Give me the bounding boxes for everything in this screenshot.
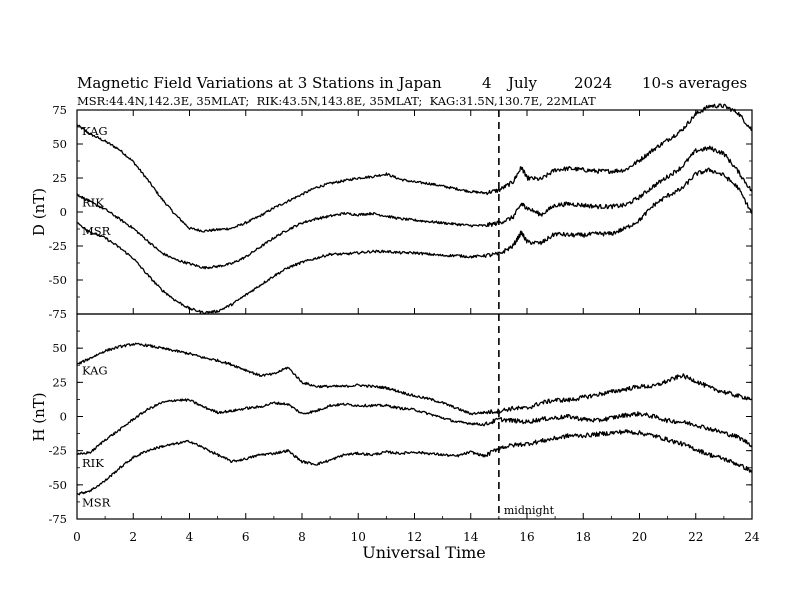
- d-ytick-label: 25: [52, 171, 67, 185]
- date-year: 2024: [574, 74, 612, 92]
- h-series-rik-line: [76, 398, 753, 456]
- date-day: 4: [482, 74, 492, 92]
- xtick-label: 10: [351, 530, 366, 544]
- h-series-label-msr: MSR: [82, 495, 111, 509]
- h-ytick-label: -75: [48, 512, 67, 526]
- xtick-label: 24: [744, 530, 760, 544]
- d-ytick-label: -75: [48, 307, 67, 321]
- xtick-label: 14: [463, 530, 479, 544]
- x-axis: 0 2 4 6 8 10 12 14 16 18 20 22 24: [73, 110, 760, 544]
- d-series-labels: KAG RIK MSR: [82, 124, 111, 238]
- xtick-label: 4: [186, 530, 194, 544]
- d-series-label-kag: KAG: [82, 124, 108, 138]
- d-ytick-label: 0: [60, 205, 67, 219]
- h-panel: 50 25 0 -25 -50 -75 KAG RIK MSR H (nT): [30, 313, 753, 526]
- xtick-label: 20: [632, 530, 647, 544]
- h-ytick-label: -50: [48, 478, 67, 492]
- h-series-label-rik: RIK: [82, 456, 104, 470]
- d-ytick-label: 75: [52, 103, 67, 117]
- d-panel-frame: [76, 109, 753, 315]
- xtick-label: 0: [73, 530, 81, 544]
- d-series-label-rik: RIK: [82, 195, 104, 209]
- xtick-label: 6: [242, 530, 250, 544]
- h-ytick-label: 0: [60, 410, 67, 424]
- h-series-group: [76, 342, 753, 496]
- d-series-group: [76, 103, 753, 315]
- x-axis-label: Universal Time: [362, 543, 485, 562]
- h-ytick-label: 25: [52, 375, 67, 389]
- xtick-label: 8: [298, 530, 306, 544]
- d-y-axis: 75 50 25 0 -25 -50 -75: [48, 103, 752, 321]
- xtick-label: 18: [576, 530, 591, 544]
- h-ytick-label: -25: [48, 444, 67, 458]
- d-ytick-label: 50: [52, 137, 67, 151]
- h-ytick-label: 50: [52, 341, 67, 355]
- d-y-axis-label: D (nT): [30, 188, 48, 236]
- xtick-label: 22: [688, 530, 703, 544]
- xtick-label: 2: [129, 530, 137, 544]
- d-panel: 75 50 25 0 -25 -50 -75 KAG RIK MSR D (nT): [30, 103, 753, 321]
- stations-info: MSR:44.4N,142.3E, 35MLAT; RIK:43.5N,143.…: [77, 94, 596, 108]
- d-series-label-msr: MSR: [82, 224, 111, 238]
- h-series-labels: KAG RIK MSR: [82, 364, 111, 510]
- h-y-axis: 50 25 0 -25 -50 -75: [48, 313, 752, 526]
- date-month: July: [506, 74, 537, 92]
- h-series-label-kag: KAG: [82, 364, 108, 378]
- h-series-kag-line: [76, 342, 753, 416]
- d-series-kag-line: [76, 103, 753, 233]
- h-y-axis-label: H (nT): [30, 392, 48, 441]
- averaging-label: 10-s averages: [642, 74, 747, 92]
- midnight-label: midnight: [504, 504, 555, 517]
- xtick-label: 12: [407, 530, 422, 544]
- h-series-msr-line: [76, 429, 753, 496]
- chart-title: Magnetic Field Variations at 3 Stations …: [77, 74, 442, 92]
- d-series-rik-line: [76, 145, 753, 270]
- xtick-label: 16: [519, 530, 534, 544]
- d-series-msr-line: [76, 167, 753, 315]
- d-ytick-label: -25: [48, 239, 67, 253]
- d-ytick-label: -50: [48, 273, 67, 287]
